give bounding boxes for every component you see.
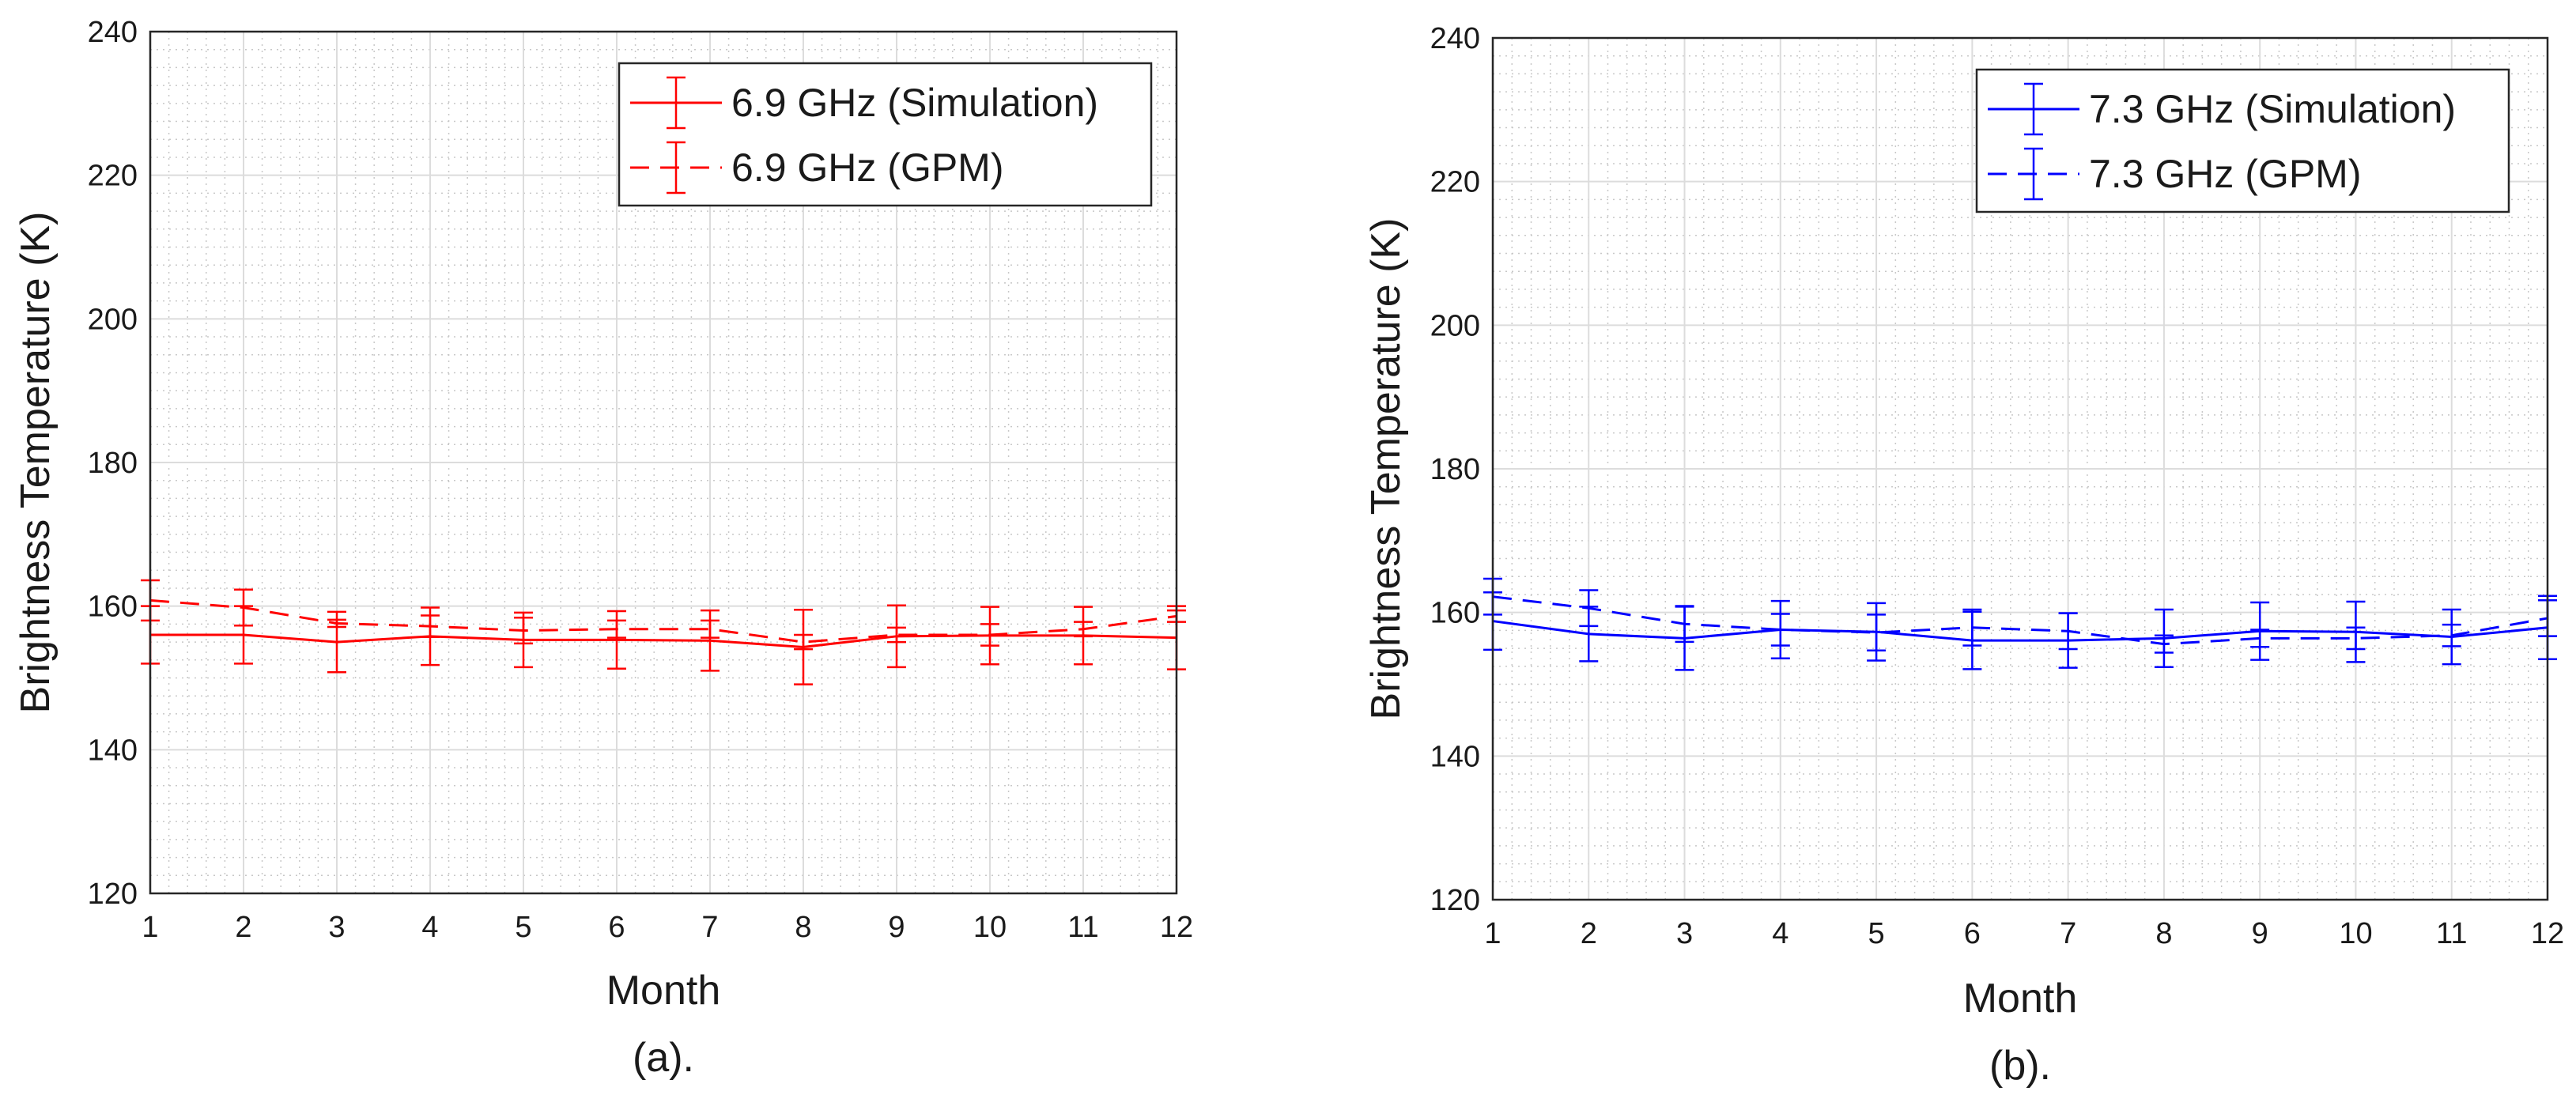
x-tick-label: 3 — [328, 911, 345, 944]
x-tick-label: 4 — [1772, 917, 1788, 950]
legend: 7.3 GHz (Simulation) 7.3 GHz (GPM) — [1975, 68, 2510, 213]
legend-sample-dashed — [1988, 147, 2079, 201]
y-axis-label: Brightness Temperature (K) — [13, 212, 59, 714]
x-axis-label: Month — [606, 968, 721, 1014]
x-tick-label: 1 — [142, 911, 158, 944]
legend-entry-gpm: 6.9 GHz (GPM) — [630, 141, 1003, 194]
legend-box — [618, 62, 1153, 207]
legend-sample-dashed — [630, 141, 722, 194]
x-tick-label: 6 — [1964, 917, 1981, 950]
legend-entry-simulation: 7.3 GHz (Simulation) — [1988, 82, 2456, 136]
x-tick-label: 3 — [1676, 917, 1693, 950]
gpm-error-bar — [2442, 623, 2461, 648]
x-tick-label: 7 — [701, 911, 718, 944]
figure-caption: (b). — [1989, 1043, 2051, 1089]
x-tick-label: 1 — [1484, 917, 1501, 950]
legend-entry-simulation: 6.9 GHz (Simulation) — [630, 76, 1098, 130]
gpm-error-bar — [421, 614, 440, 638]
y-tick-label: 140 — [88, 734, 138, 767]
gpm-series-line — [1492, 595, 2548, 646]
series-layer — [1483, 577, 2557, 671]
series-layer — [141, 579, 1186, 685]
gpm-error-bar — [234, 588, 253, 627]
y-tick-label: 220 — [1430, 166, 1480, 199]
y-tick-label: 180 — [88, 447, 138, 480]
legend-label: 7.3 GHz (GPM) — [2089, 152, 2361, 196]
x-tick-label: 7 — [2060, 917, 2076, 950]
x-tick-label: 6 — [608, 911, 625, 944]
legend-label: 7.3 GHz (Simulation) — [2089, 87, 2456, 131]
gpm-error-bar — [514, 616, 533, 645]
y-tick-label: 240 — [1430, 22, 1480, 55]
x-tick-label: 5 — [515, 911, 531, 944]
gpm-series-line — [149, 598, 1177, 644]
gpm-error-bar — [2154, 634, 2174, 654]
x-tick-label: 9 — [2252, 917, 2268, 950]
simulation-series-line — [150, 633, 1177, 648]
simulation-series-line — [1492, 620, 2548, 642]
gpm-error-bar — [1867, 614, 1887, 652]
gpm-error-bar — [701, 619, 720, 639]
x-tick-label: 11 — [1067, 911, 1098, 944]
x-tick-label: 2 — [1581, 917, 1597, 950]
gpm-error-bar — [2058, 612, 2078, 651]
x-axis-label: Month — [1963, 976, 2078, 1021]
legend: 6.9 GHz (Simulation) 6.9 GHz (GPM) — [618, 62, 1153, 207]
gpm-error-bar — [1770, 613, 1790, 647]
y-tick-label: 160 — [1430, 597, 1480, 630]
x-tick-label: 10 — [973, 911, 1007, 944]
gpm-error-bar — [887, 626, 906, 644]
legend-entry-gpm: 7.3 GHz (GPM) — [1988, 147, 2361, 201]
figure-caption: (a). — [633, 1035, 694, 1081]
legend-sample-solid — [630, 76, 722, 130]
x-tick-label: 4 — [421, 911, 438, 944]
gpm-error-bar — [1962, 608, 1982, 647]
legend-label: 6.9 GHz (Simulation) — [731, 81, 1098, 125]
gpm-error-bar — [980, 623, 999, 647]
y-tick-label: 120 — [1430, 884, 1480, 917]
gpm-error-bar — [2346, 626, 2366, 651]
gpm-error-bar — [1579, 589, 1599, 628]
gpm-error-bar — [327, 618, 346, 629]
x-tick-label: 12 — [1160, 911, 1193, 944]
gpm-error-bar — [607, 619, 626, 639]
plot-frame — [149, 30, 1178, 895]
y-tick-label: 120 — [88, 878, 138, 911]
y-tick-label: 180 — [1430, 453, 1480, 486]
gpm-error-bar — [1074, 621, 1093, 638]
x-tick-label: 8 — [795, 911, 811, 944]
legend-sample-solid — [1988, 82, 2079, 136]
plot-frame — [1491, 36, 2549, 901]
x-tick-label: 10 — [2339, 917, 2372, 950]
x-tick-label: 9 — [888, 911, 905, 944]
y-tick-label: 200 — [88, 303, 138, 336]
legend-label: 6.9 GHz (GPM) — [731, 145, 1003, 190]
gpm-error-bar — [794, 633, 813, 651]
x-tick-label: 11 — [2436, 917, 2467, 950]
y-tick-label: 240 — [88, 16, 138, 49]
y-tick-label: 200 — [1430, 309, 1480, 342]
gpm-error-bar — [2250, 629, 2270, 648]
legend-box — [1975, 68, 2510, 213]
y-tick-label: 160 — [88, 591, 138, 624]
y-axis-label: Brightness Temperature (K) — [1363, 218, 1409, 720]
x-tick-label: 5 — [1868, 917, 1885, 950]
y-tick-label: 220 — [88, 160, 138, 193]
y-tick-label: 140 — [1430, 740, 1480, 773]
x-tick-label: 12 — [2531, 917, 2564, 950]
x-tick-label: 8 — [2155, 917, 2172, 950]
gpm-error-bar — [1675, 605, 1694, 644]
x-tick-label: 2 — [235, 911, 251, 944]
